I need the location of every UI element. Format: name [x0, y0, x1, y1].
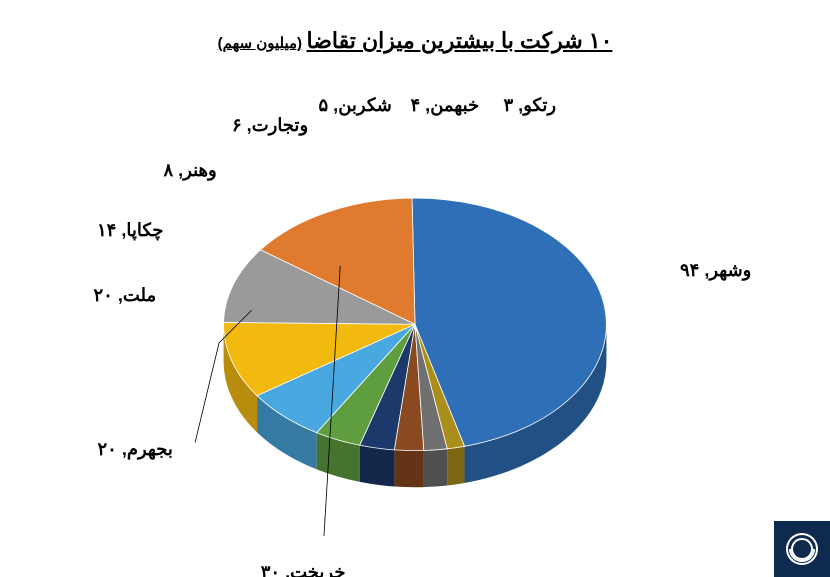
pie-label: خبهمن, ۴	[411, 95, 480, 116]
chart-title-main: ۱۰ شرکت با بیشترین میزان تقاضا	[307, 28, 613, 53]
pie-label-name: خبهمن	[430, 95, 479, 115]
pie-label-value: ۸	[164, 160, 174, 180]
pie-label-value: ۳	[504, 95, 514, 115]
pie-label-name: چکاپا	[126, 220, 163, 240]
pie-label-name: شکربن	[338, 95, 392, 115]
pie-side	[424, 449, 447, 487]
pie-label: وشهر, ۹۴	[680, 260, 751, 281]
pie-label-name: ملت	[123, 285, 156, 305]
pie-label: شکربن, ۵	[319, 95, 392, 116]
brand-logo	[774, 521, 830, 577]
pie-label-name: بجهرم	[127, 439, 173, 459]
pie-chart	[0, 80, 830, 550]
chart-title-sub: (میلیون سهم)	[218, 35, 302, 52]
pie-label-value: ۲۰	[98, 439, 117, 459]
pie-label: خریخت, ۳۰	[261, 562, 346, 577]
pie-label-value: ۲۰	[94, 285, 113, 305]
pie-label-value: ۶	[232, 115, 242, 135]
pie-label: رتکو, ۳	[504, 95, 557, 116]
chart-title: ۱۰ شرکت با بیشترین میزان تقاضا (میلیون س…	[218, 28, 613, 54]
pie-label-value: ۴	[411, 95, 421, 115]
pie-label: وهنر, ۸	[164, 160, 217, 181]
pie-label: چکاپا, ۱۴	[97, 220, 163, 241]
pie-side	[360, 445, 395, 486]
pie-label-name: رتکو	[523, 95, 556, 115]
pie-label-name: وهنر	[183, 160, 217, 180]
pie-label-value: ۱۴	[97, 220, 116, 240]
pie-label-value: ۳۰	[261, 562, 280, 577]
pie-label-value: ۹۴	[680, 260, 699, 280]
pie-label-value: ۵	[319, 95, 329, 115]
swirl-icon	[782, 529, 822, 569]
pie-label: وتجارت, ۶	[232, 115, 308, 136]
pie-label: ملت, ۲۰	[94, 285, 157, 306]
pie-label-name: وشهر	[709, 260, 751, 280]
pie-label-name: خریخت	[290, 562, 345, 577]
pie-label-name: وتجارت	[252, 115, 308, 135]
pie-side	[447, 446, 464, 485]
pie-side	[394, 450, 423, 487]
pie-label: بجهرم, ۲۰	[98, 439, 173, 460]
